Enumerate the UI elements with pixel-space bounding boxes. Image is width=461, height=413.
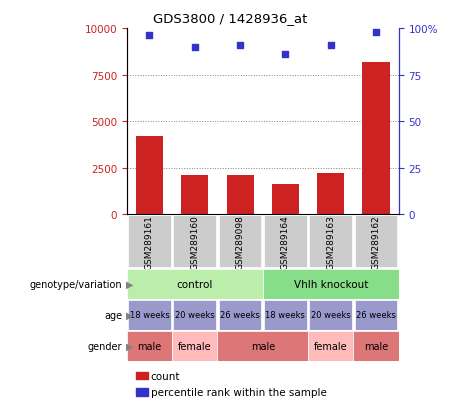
Text: 20 weeks: 20 weeks	[311, 311, 351, 319]
Text: percentile rank within the sample: percentile rank within the sample	[151, 387, 327, 397]
FancyBboxPatch shape	[355, 216, 397, 267]
FancyBboxPatch shape	[173, 216, 216, 267]
Bar	[127, 269, 263, 299]
Bar	[362, 62, 390, 215]
Text: GDS3800 / 1428936_at: GDS3800 / 1428936_at	[154, 12, 307, 25]
Point	[282, 52, 289, 58]
Bar	[355, 300, 397, 330]
Bar	[308, 331, 354, 361]
Bar	[264, 300, 307, 330]
Text: 18 weeks: 18 weeks	[130, 311, 169, 319]
Bar	[309, 300, 352, 330]
Text: genotype/variation: genotype/variation	[30, 279, 122, 289]
FancyBboxPatch shape	[128, 216, 171, 267]
Bar	[226, 176, 254, 215]
FancyBboxPatch shape	[219, 216, 261, 267]
Bar	[173, 300, 216, 330]
Text: 20 weeks: 20 weeks	[175, 311, 215, 319]
Bar	[354, 331, 399, 361]
Text: age: age	[104, 310, 122, 320]
Text: GSM289160: GSM289160	[190, 214, 199, 269]
Point	[236, 42, 244, 49]
Text: male: male	[137, 341, 161, 351]
Bar	[136, 137, 163, 215]
FancyBboxPatch shape	[309, 216, 352, 267]
Text: 26 weeks: 26 weeks	[220, 311, 260, 319]
Text: female: female	[178, 341, 212, 351]
Bar	[317, 174, 344, 215]
Point	[327, 42, 334, 49]
Text: GSM289164: GSM289164	[281, 214, 290, 269]
FancyBboxPatch shape	[264, 216, 307, 267]
Text: ▶: ▶	[126, 279, 133, 289]
Text: count: count	[151, 371, 180, 381]
Bar	[127, 331, 172, 361]
Bar	[128, 300, 171, 330]
Text: male: male	[251, 341, 275, 351]
Bar	[263, 269, 399, 299]
Text: ▶: ▶	[126, 310, 133, 320]
Bar	[219, 300, 261, 330]
Text: Vhlh knockout: Vhlh knockout	[294, 279, 368, 289]
Bar	[218, 331, 308, 361]
Text: GSM289162: GSM289162	[372, 214, 381, 269]
Text: female: female	[314, 341, 348, 351]
Text: gender: gender	[88, 341, 122, 351]
Text: 26 weeks: 26 weeks	[356, 311, 396, 319]
Text: male: male	[364, 341, 388, 351]
Bar	[172, 331, 218, 361]
Point	[191, 44, 198, 51]
Text: GSM289098: GSM289098	[236, 214, 245, 269]
Text: 18 weeks: 18 weeks	[266, 311, 305, 319]
Point	[372, 29, 380, 36]
Text: GSM289163: GSM289163	[326, 214, 335, 269]
Text: GSM289161: GSM289161	[145, 214, 154, 269]
Bar	[272, 185, 299, 215]
Point	[146, 33, 153, 40]
Text: ▶: ▶	[126, 341, 133, 351]
Bar	[181, 176, 208, 215]
Text: control: control	[177, 279, 213, 289]
